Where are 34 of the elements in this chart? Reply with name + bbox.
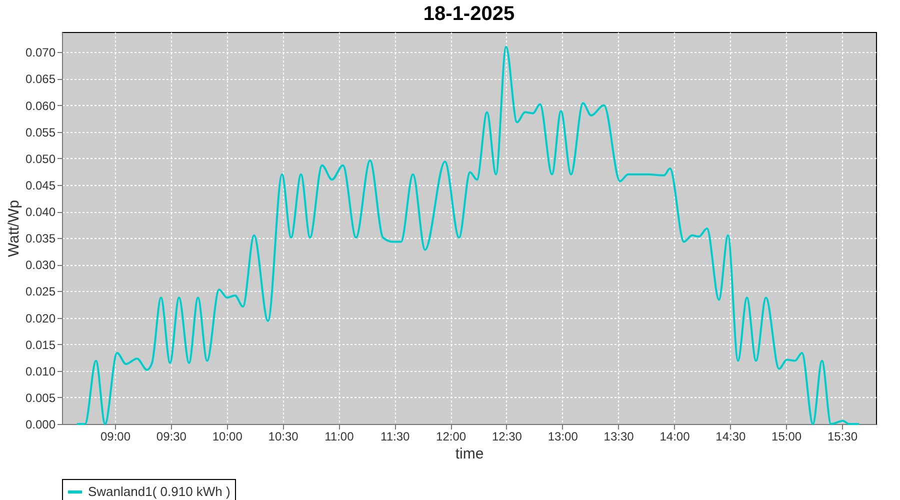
x-tick-label: 13:00 — [548, 430, 578, 444]
chart-title: 18-1-2025 — [423, 3, 515, 25]
x-tick-label: 12:00 — [436, 430, 466, 444]
y-tick-label: 0.060 — [25, 98, 56, 113]
y-tick-label: 0.005 — [25, 390, 56, 405]
y-tick-label: 0.025 — [25, 284, 56, 299]
x-tick-label: 11:00 — [324, 430, 354, 444]
x-tick-label: 11:30 — [380, 430, 410, 444]
x-tick-label: 15:30 — [827, 430, 858, 444]
y-tick-label: 0.045 — [25, 178, 56, 192]
y-tick-label: 0.030 — [25, 258, 56, 272]
y-tick-label: 0.055 — [25, 125, 56, 140]
x-axis-title: time — [455, 446, 484, 462]
y-tick-label: 0.035 — [25, 232, 56, 246]
x-tick-label: 14:30 — [716, 430, 746, 444]
x-tick-label: 12:30 — [492, 430, 522, 444]
x-tick-label: 10:00 — [212, 430, 243, 444]
x-tick-label: 15:00 — [772, 430, 802, 444]
x-tick-label: 09:00 — [100, 430, 131, 444]
x-tick-label: 13:30 — [604, 430, 634, 444]
y-tick-label: 0.065 — [25, 72, 56, 86]
legend-label: Swanland1( 0.910 kWh ) — [88, 484, 230, 499]
y-tick-label: 0.015 — [25, 338, 56, 352]
y-axis-title: Watt/Wp — [5, 200, 22, 257]
x-tick-label: 10:30 — [268, 430, 299, 444]
y-tick-label: 0.070 — [25, 46, 56, 60]
y-tick-label: 0.020 — [25, 311, 56, 326]
y-tick-label: 0.010 — [25, 364, 56, 378]
y-tick-label: 0.040 — [25, 205, 56, 220]
y-tick-label: 0.050 — [25, 152, 56, 166]
x-tick-label: 14:00 — [660, 430, 690, 444]
y-tick-label: 0.000 — [25, 418, 56, 432]
x-tick-label: 09:30 — [156, 430, 187, 444]
line-series — [76, 46, 860, 425]
